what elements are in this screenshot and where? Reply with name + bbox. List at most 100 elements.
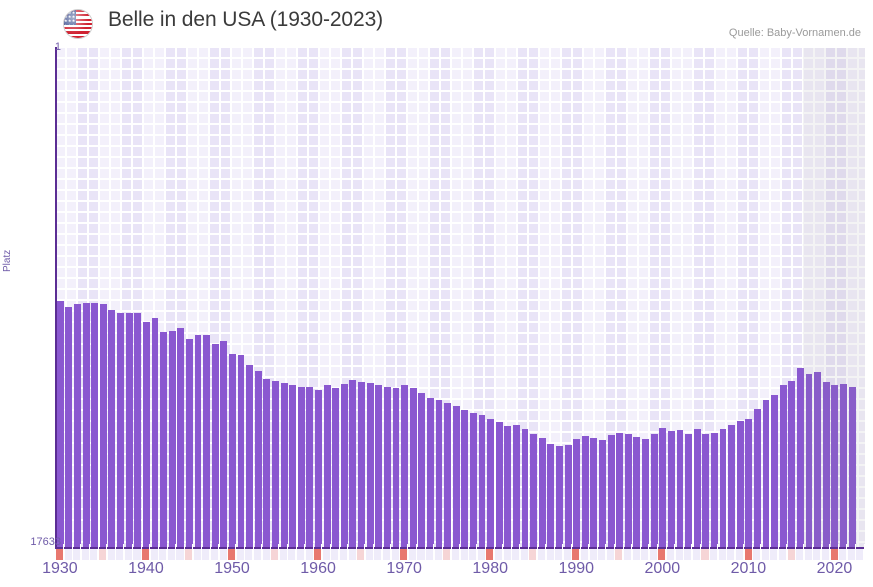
tick-cell-2000 (658, 549, 666, 560)
x-axis-tick-mark (114, 544, 116, 549)
bar-1930 (56, 301, 64, 548)
bar-1937 (117, 312, 124, 548)
tick-cell-1935 (99, 549, 107, 560)
x-axis-tick-mark (304, 544, 306, 549)
tick-cell-2004 (692, 549, 700, 560)
bar-series (56, 48, 865, 548)
bar-2015 (788, 381, 796, 548)
bar-2012 (762, 400, 770, 548)
x-axis-tick-mark (545, 544, 547, 549)
tick-cell-1948 (210, 549, 218, 560)
x-axis-tick-label-1950: 1950 (214, 560, 250, 577)
bar-1964 (349, 380, 357, 548)
x-axis-tick-mark (484, 544, 486, 549)
tick-cell-2016 (796, 549, 804, 560)
tick-cell-1931 (64, 549, 72, 560)
x-axis-tick-mark (97, 544, 99, 549)
bar-1939 (134, 312, 142, 548)
us-flag-icon: ★★★★★★★★★★★★★★★★★★★★★★★★★★★★ (63, 9, 93, 39)
bar-1931 (65, 306, 73, 548)
tick-cell-1963 (340, 549, 348, 560)
bar-1935 (99, 303, 107, 548)
tick-cell-2005 (701, 549, 709, 560)
x-axis-tick-mark (192, 544, 194, 549)
tick-cell-1962 (331, 549, 339, 560)
tick-cell-1994 (606, 549, 614, 560)
bar-1968 (383, 387, 391, 548)
bar-2008 (728, 425, 736, 548)
x-axis-tick-mark (441, 544, 443, 549)
tick-cell-2023 (856, 549, 864, 560)
x-axis-tick-mark (863, 544, 865, 549)
tick-cell-1995 (615, 549, 623, 560)
bar-1971 (409, 387, 417, 548)
x-axis-tick-mark (355, 544, 357, 549)
tick-cell-1966 (365, 549, 373, 560)
x-axis-tick-label-2020: 2020 (816, 560, 853, 577)
tick-cell-1974 (434, 549, 442, 560)
bar-1940 (142, 322, 150, 548)
x-axis-tick-mark (682, 544, 684, 549)
tick-cell-1951 (236, 549, 244, 560)
tick-cell-1938 (124, 549, 132, 560)
tick-cell-2020 (830, 549, 838, 560)
bar-1949 (220, 341, 228, 548)
tick-cell-1998 (641, 549, 649, 560)
tick-cell-1982 (503, 549, 511, 560)
tick-cell-1990 (572, 549, 580, 560)
x-axis-tick-mark (467, 544, 469, 549)
x-axis-tick-mark (734, 544, 736, 549)
tick-cell-1960 (314, 549, 322, 560)
x-axis-tick-mark (373, 544, 375, 549)
bar-1957 (289, 385, 297, 548)
bar-1934 (91, 303, 99, 548)
bar-1990 (573, 439, 581, 548)
x-axis-tick-mark (450, 544, 452, 549)
chart-header: ★★★★★★★★★★★★★★★★★★★★★★★★★★★★ Belle in de… (0, 0, 873, 45)
tick-cell-1959 (305, 549, 313, 560)
x-axis-tick-mark (278, 544, 280, 549)
x-axis-tick-mark (674, 544, 676, 549)
tick-cell-1944 (176, 549, 184, 560)
x-axis-tick-mark (235, 544, 237, 549)
x-axis-tick-mark (80, 544, 82, 549)
x-axis-tick-mark (786, 544, 788, 549)
bar-2007 (719, 428, 727, 548)
tick-cell-1976 (451, 549, 459, 560)
bar-1963 (340, 384, 348, 548)
x-axis-tick-label-1980: 1980 (472, 560, 508, 577)
bar-2016 (797, 367, 804, 548)
bar-1999 (650, 434, 658, 548)
x-axis-tick-mark (476, 544, 478, 549)
tick-cell-2003 (684, 549, 692, 560)
bar-2017 (805, 373, 813, 548)
x-axis-tick-mark (605, 544, 607, 549)
bar-1986 (538, 438, 546, 548)
tick-cell-2022 (847, 549, 855, 560)
bar-2002 (676, 429, 684, 548)
tick-cell-1941 (150, 549, 158, 560)
x-axis-tick-mark (364, 544, 366, 549)
tick-cell-1956 (279, 549, 287, 560)
y-axis-tick-top: 1 (54, 41, 61, 53)
bar-1988 (556, 445, 563, 548)
bar-2013 (771, 395, 779, 548)
x-axis-tick-mark (725, 544, 727, 549)
x-axis-tick-mark (218, 544, 220, 549)
x-axis-tick-mark (330, 544, 332, 549)
x-axis-tick-mark (536, 544, 538, 549)
tick-cell-2015 (787, 549, 795, 560)
x-axis-tick-mark (820, 544, 822, 549)
tick-cell-1993 (598, 549, 606, 560)
x-axis-tick-mark (837, 544, 839, 549)
x-axis-tick-mark (243, 544, 245, 549)
tick-cell-1967 (374, 549, 382, 560)
x-axis-tick-mark (493, 544, 495, 549)
x-axis-tick-mark (106, 544, 108, 549)
bar-1979 (478, 414, 486, 548)
y-axis-tick-bottom: 17633 (30, 536, 61, 548)
x-axis-tick-mark (407, 544, 409, 549)
tick-cell-1930 (56, 549, 64, 560)
bar-1950 (228, 354, 236, 548)
tick-cell-2011 (753, 549, 761, 560)
